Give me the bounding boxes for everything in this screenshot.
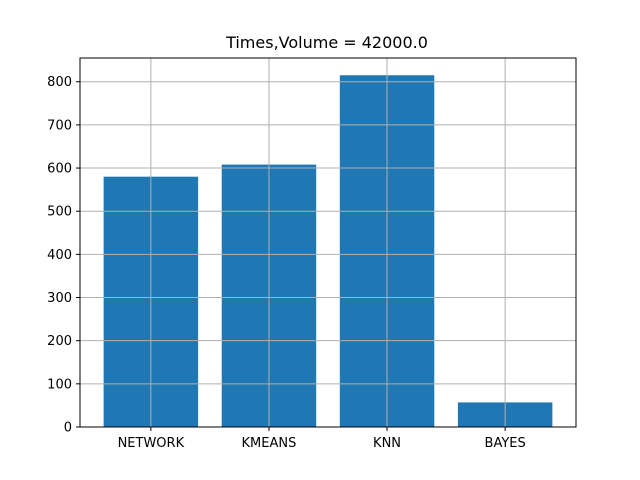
x-tick-label: KMEANS [242, 436, 297, 451]
x-axis: NETWORK KMEANS KNN BAYES [118, 427, 526, 451]
chart-title: Times,Volume = 42000.0 [225, 33, 428, 52]
bars [103, 75, 553, 428]
y-tick-label: 300 [47, 291, 72, 306]
y-tick-label: 100 [47, 377, 72, 392]
plot-frame [79, 57, 577, 428]
y-tick-label: 400 [47, 248, 72, 263]
x-tick-label: KNN [373, 436, 401, 451]
y-tick-label: 700 [47, 118, 72, 133]
y-tick-label: 600 [47, 162, 72, 177]
y-axis: 0 100 200 300 400 500 600 700 800 [47, 75, 80, 436]
y-tick-label: 500 [47, 205, 72, 220]
y-tick-label: 0 [64, 421, 72, 436]
x-grid [150, 58, 506, 427]
y-tick-label: 200 [47, 334, 72, 349]
y-tick-label: 800 [47, 75, 72, 90]
x-tick-label: NETWORK [118, 436, 185, 451]
x-tick-label: BAYES [485, 436, 526, 451]
